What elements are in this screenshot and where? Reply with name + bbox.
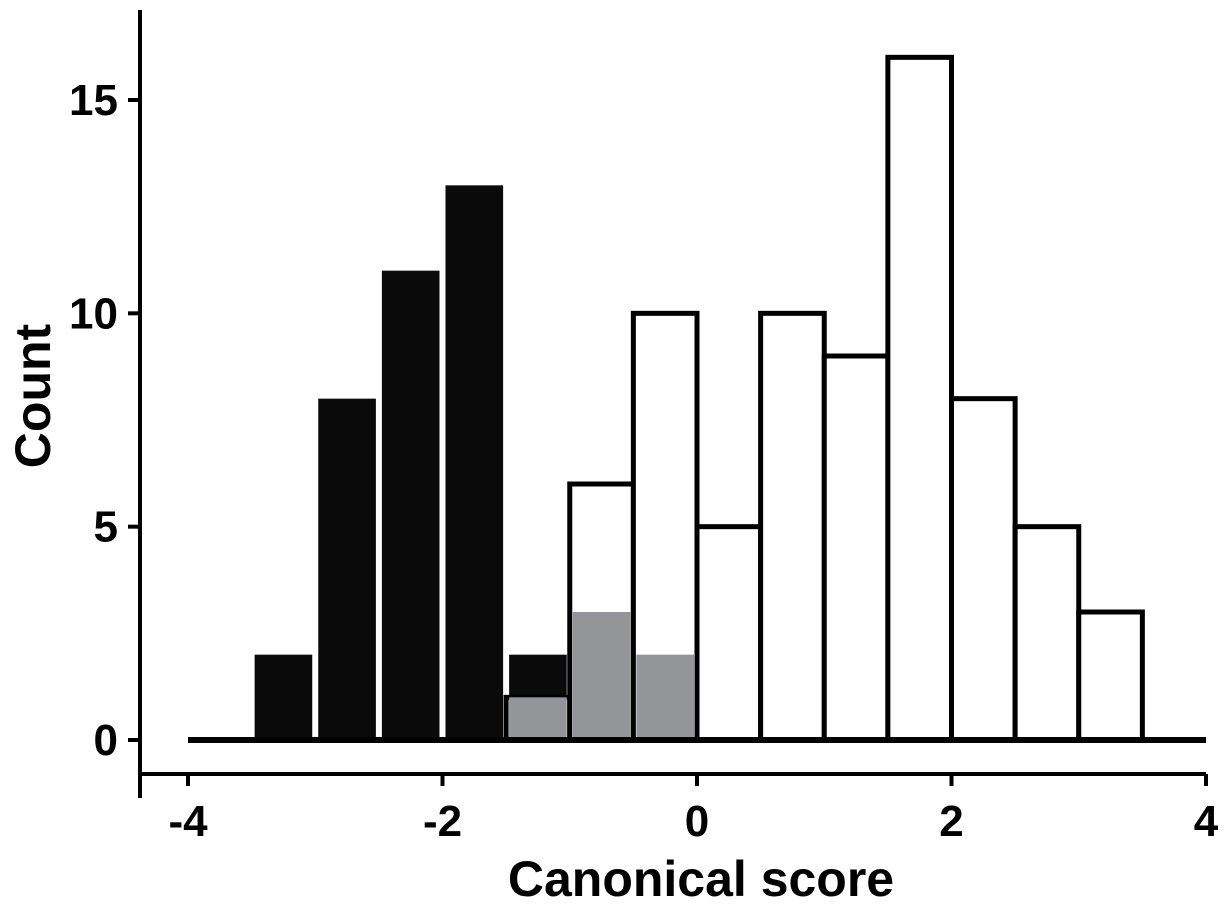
bar-overlap-2 xyxy=(636,654,694,738)
bars-layer xyxy=(254,54,1145,743)
x-axis-label: Canonical score xyxy=(508,851,894,904)
y-tick-label: 5 xyxy=(94,503,118,552)
bar-open-5 xyxy=(821,353,891,743)
y-tick-label: 10 xyxy=(69,289,118,338)
x-tick-label: -2 xyxy=(423,797,462,846)
bar-open-8 xyxy=(1012,524,1082,743)
bar-open-4 xyxy=(758,310,827,743)
bar-open-7 xyxy=(949,396,1018,743)
bar-dark-1 xyxy=(318,398,376,740)
bar-overlap-0 xyxy=(509,697,567,738)
x-tick-label: 2 xyxy=(939,797,963,846)
bar-dark-2 xyxy=(381,270,440,740)
y-tick-label: 15 xyxy=(69,76,118,125)
bar-dark-3 xyxy=(445,185,504,741)
x-tick-label: 4 xyxy=(1194,797,1219,846)
x-tick-label: 0 xyxy=(685,797,709,846)
bar-open-6 xyxy=(885,54,954,743)
y-axis-label: Count xyxy=(5,323,61,468)
x-tick-label: -4 xyxy=(168,797,208,846)
bar-dark-0 xyxy=(254,654,313,740)
bar-overlap-1 xyxy=(572,612,631,738)
bar-open-9 xyxy=(1076,609,1145,743)
x-ticks: -4 -2 0 2 4 xyxy=(168,774,1219,846)
y-ticks: 0 5 10 15 xyxy=(69,76,140,765)
y-tick-label: 0 xyxy=(94,716,118,765)
bar-open-3 xyxy=(694,524,764,743)
